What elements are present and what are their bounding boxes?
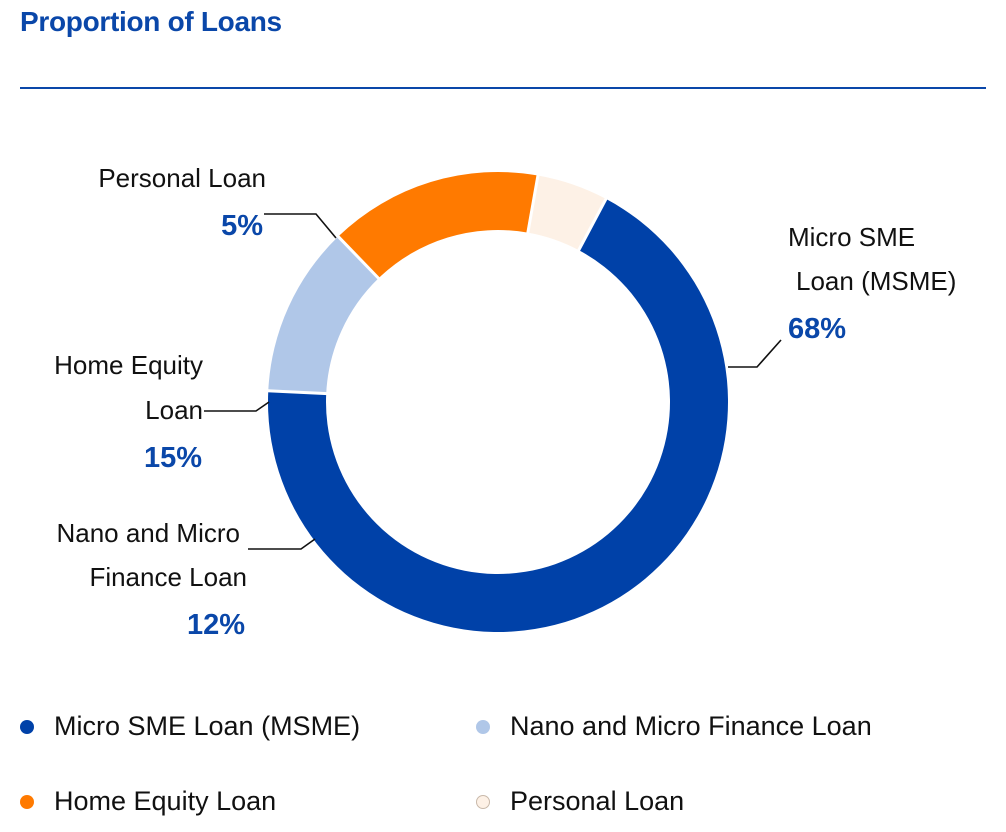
- slice-home-equity-loan: [338, 171, 538, 279]
- data-label-value-nano-and-micro-finance-loan: 12%: [187, 609, 245, 641]
- data-label-nano-and-micro-finance-loan: Nano and Micro: [56, 518, 240, 548]
- leader-line-nano-and-micro-finance-loan: [248, 538, 316, 550]
- slice-personal-loan: [527, 175, 606, 251]
- slice-nano-and-micro-finance-loan: [268, 236, 379, 394]
- legend-marker-home-equity-loan: [20, 794, 34, 809]
- leader-line-personal-loan: [264, 213, 337, 239]
- legend-marker-personal-loan: [476, 794, 490, 809]
- legend-label-personal-loan: Personal Loan: [510, 786, 685, 816]
- leader-line-home-equity-loan: [204, 401, 270, 412]
- data-label-value-personal-loan: 5%: [221, 210, 263, 242]
- legend-label-micro-sme-loan-msme: Micro SME Loan (MSME): [54, 711, 361, 741]
- data-label-personal-loan: Personal Loan: [98, 163, 266, 193]
- data-label-home-equity-loan: Loan: [145, 395, 203, 425]
- leader-lines: [204, 213, 782, 550]
- legend-marker-nano-and-micro-finance-loan: [476, 719, 490, 734]
- legend-item-micro-sme-loan-msme: Micro SME Loan (MSME): [20, 711, 360, 742]
- slice-separator: [526, 174, 540, 234]
- data-label-value-micro-sme-loan-msme: 68%: [788, 313, 846, 345]
- slice-separator: [267, 389, 328, 396]
- chart-title: Proportion of Loans: [20, 6, 282, 37]
- legend-label-nano-and-micro-finance-loan: Nano and Micro Finance Loan: [510, 711, 872, 741]
- data-label-micro-sme-loan-msme: Micro SME: [788, 222, 915, 252]
- legend-item-home-equity-loan: Home Equity Loan: [20, 786, 276, 817]
- leader-line-micro-sme-loan-msme: [728, 339, 782, 368]
- slice-separator: [336, 234, 381, 281]
- data-label-micro-sme-loan-msme: Loan (MSME): [796, 266, 956, 296]
- data-labels: Micro SME Loan (MSME) 68% Nano and Micro Fin…: [54, 163, 956, 641]
- donut-slices: [267, 171, 728, 632]
- title-divider: [20, 87, 986, 89]
- slice-separator: [576, 197, 608, 252]
- legend-item-personal-loan: Personal Loan: [476, 786, 684, 817]
- data-label-nano-and-micro-finance-loan: Finance Loan: [89, 562, 247, 592]
- legend-marker-micro-sme-loan-msme: [20, 719, 34, 734]
- legend-label-home-equity-loan: Home Equity Loan: [54, 786, 277, 816]
- data-label-home-equity-loan: Home Equity: [54, 350, 203, 380]
- data-label-value-home-equity-loan: 15%: [144, 442, 202, 474]
- legend-item-nano-and-micro-finance-loan: Nano and Micro Finance Loan: [476, 711, 872, 742]
